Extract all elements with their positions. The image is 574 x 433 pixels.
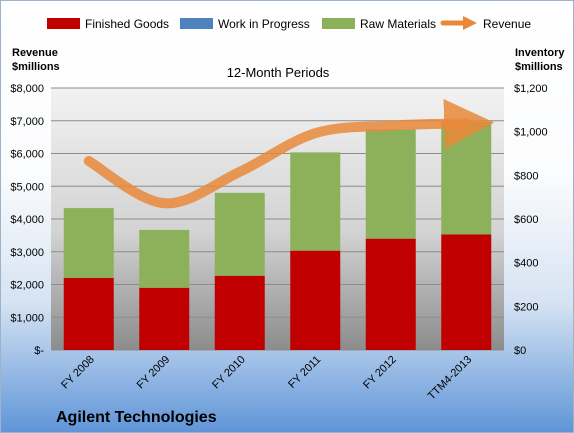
- x-tick-label: FY 2011: [286, 354, 323, 391]
- left-tick-label: $6,000: [10, 149, 44, 161]
- left-tick-label: $7,000: [10, 116, 44, 128]
- x-tick-label: FY 2009: [135, 354, 173, 392]
- legend-item-work-in-progress[interactable]: Work in Progress: [180, 17, 310, 31]
- right-tick-label: $1,200: [514, 83, 548, 95]
- bar-finished-goods[interactable]: [365, 238, 416, 350]
- bar-finished-goods[interactable]: [214, 275, 265, 350]
- legend-swatch-finished-goods: [47, 18, 80, 29]
- bar-finished-goods[interactable]: [290, 250, 341, 350]
- right-axis-title-line2: $millions: [515, 61, 563, 73]
- x-tick-label: FY 2010: [210, 354, 248, 392]
- right-tick-label: $400: [514, 258, 538, 270]
- right-axis-title-line1: Inventory: [515, 47, 565, 59]
- left-axis-title-line2: $millions: [12, 61, 60, 73]
- legend-swatch-raw-materials: [322, 18, 355, 29]
- left-tick-label: $2,000: [10, 280, 44, 292]
- bar-raw-materials[interactable]: [365, 129, 416, 239]
- left-tick-label: $3,000: [10, 247, 44, 259]
- legend: Finished Goods Work in Progress Raw Mate…: [47, 16, 531, 31]
- right-tick-label: $1,000: [514, 127, 548, 139]
- left-tick-label: $1,000: [10, 312, 44, 324]
- left-tick-label: $8,000: [10, 83, 44, 95]
- bars: [63, 121, 492, 350]
- bar-raw-materials[interactable]: [441, 121, 492, 235]
- legend-item-revenue[interactable]: Revenue: [440, 16, 531, 31]
- right-tick-label: $200: [514, 301, 538, 313]
- gridlines: [51, 87, 504, 351]
- legend-item-finished-goods[interactable]: Finished Goods: [47, 17, 169, 31]
- left-tick-label: $4,000: [10, 214, 44, 226]
- left-axis-title-line1: Revenue: [12, 47, 58, 59]
- bar-finished-goods[interactable]: [63, 277, 114, 350]
- right-tick-label: $600: [514, 214, 538, 226]
- left-tick-label: $5,000: [10, 181, 44, 193]
- legend-label-revenue: Revenue: [483, 17, 531, 31]
- legend-item-raw-materials[interactable]: Raw Materials: [322, 17, 436, 31]
- x-tick-label: FY 2012: [361, 354, 399, 392]
- right-tick-label: $800: [514, 170, 538, 182]
- bar-raw-materials[interactable]: [63, 208, 114, 278]
- x-axis: FY 2008 FY 2009 FY 2010 FY 2011 FY 2012 TTM4-…: [59, 354, 474, 403]
- legend-label-finished-goods: Finished Goods: [85, 17, 169, 31]
- legend-arrow-revenue: [463, 16, 477, 30]
- bar-raw-materials[interactable]: [214, 192, 265, 276]
- x-tick-label: FY 2008: [59, 354, 97, 392]
- company-name: Agilent Technologies: [56, 409, 217, 426]
- x-tick-label: TTM4-2013: [426, 354, 475, 403]
- legend-label-work-in-progress: Work in Progress: [218, 17, 310, 31]
- left-axis: $- $1,000 $2,000 $3,000 $4,000 $5,000 $6,000 $7…: [10, 83, 44, 357]
- right-axis: $0 $200 $400 $600 $800 $1,000 $1,200: [514, 83, 548, 357]
- legend-swatch-work-in-progress: [180, 18, 213, 29]
- chart-subtitle: 12-Month Periods: [227, 65, 330, 80]
- left-tick-label: $-: [34, 345, 44, 357]
- bar-raw-materials[interactable]: [139, 229, 190, 288]
- bar-finished-goods[interactable]: [139, 287, 190, 350]
- bar-finished-goods[interactable]: [441, 234, 492, 350]
- revenue-line[interactable]: [83, 99, 495, 209]
- right-tick-label: $0: [514, 345, 526, 357]
- legend-label-raw-materials: Raw Materials: [360, 17, 436, 31]
- revenue-line-group: [83, 99, 495, 209]
- bar-raw-materials[interactable]: [290, 152, 341, 251]
